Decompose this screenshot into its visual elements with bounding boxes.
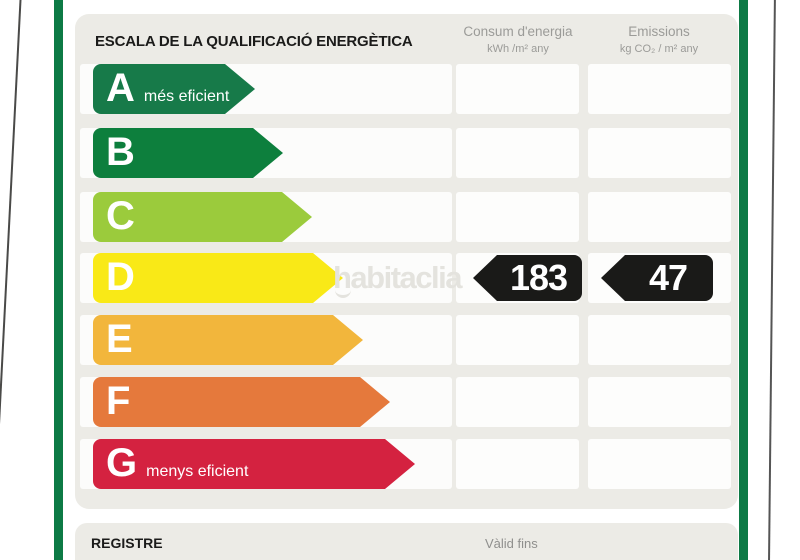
green-border-left [54,0,63,560]
column-header-emissions: Emissions kg CO₂ / m² any [581,23,737,57]
emissions-unit: kg CO₂ / m² any [619,43,699,55]
rating-row-e: E [75,315,738,365]
valid-fins-label: Vàlid fins [485,536,538,551]
rating-letter: D [106,255,135,299]
emissions-cell [588,192,731,242]
rating-arrow-e: E [93,315,363,365]
emissions-value-arrow: 47 [601,255,713,301]
emissions-cell [588,64,731,114]
consumption-cell [456,64,579,114]
rating-letter: G [106,441,138,485]
column-header-consumption: Consum d'energia kWh /m² any [449,23,587,57]
emissions-cell [588,128,731,178]
emissions-cell [588,377,731,427]
rating-row-a: A més eficient [75,64,738,114]
emissions-cell [588,315,731,365]
watermark-text: habitaclia [333,260,463,295]
rating-arrow-a: A més eficient [93,64,255,114]
rating-arrow-f: F [93,377,390,427]
rating-row-g: G menys eficient [75,439,738,489]
consumption-value-arrow: 183 [473,255,582,301]
registre-label: REGISTRE [91,535,163,551]
rating-row-c: C [75,192,738,242]
consumption-cell [456,377,579,427]
rating-letter: A [106,66,135,110]
emissions-value: 47 [648,257,688,298]
rating-letter: E [106,317,133,361]
habitaclia-watermark: habitaclia [333,253,463,303]
rating-note: menys eficient [146,463,249,480]
consumption-cell [456,192,579,242]
rating-row-b: B [75,128,738,178]
rating-letter: F [106,379,131,423]
consumption-cell [456,128,579,178]
rating-arrow-b: B [93,128,283,178]
scan-edge-right [767,0,776,560]
emissions-cell [588,439,731,489]
consumption-value: 183 [509,257,568,298]
watermark-swoosh-icon [335,287,351,298]
energy-scale-panel: ESCALA DE LA QUALIFICACIÓ ENERGÈTICA Con… [75,14,738,509]
scan-edge-left [0,0,22,560]
rating-note: més eficient [143,88,230,105]
rating-row-d: D 183 47 [75,253,738,303]
rating-letter: B [106,130,135,174]
rating-letter: C [106,194,135,238]
rating-arrow-c: C [93,192,312,242]
consumption-unit: kWh /m² any [487,43,549,55]
consumption-cell [456,315,579,365]
rating-row-f: F [75,377,738,427]
rating-arrow-d: D [93,253,343,303]
panel-title: ESCALA DE LA QUALIFICACIÓ ENERGÈTICA [95,33,413,50]
green-border-right [739,0,748,560]
consumption-label: Consum d'energia [463,24,573,39]
rating-arrow-g: G menys eficient [93,439,415,489]
consumption-cell [456,439,579,489]
registre-panel: REGISTRE Vàlid fins [75,523,738,560]
emissions-label: Emissions [628,24,690,39]
